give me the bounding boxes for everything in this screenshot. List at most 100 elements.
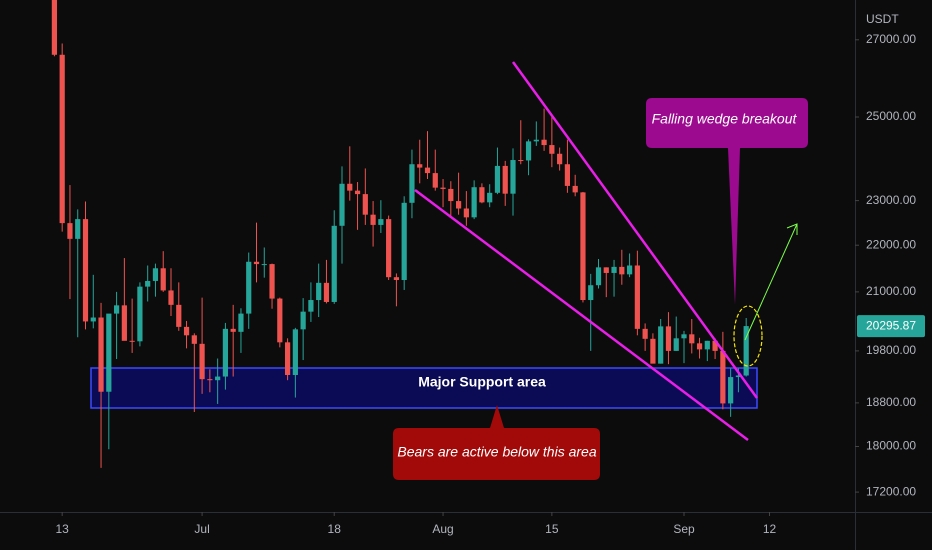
candle-body — [51, 0, 58, 55]
candle-body — [316, 282, 322, 301]
candle-body — [572, 185, 578, 193]
candle-body — [681, 334, 687, 339]
candle-body — [215, 376, 221, 381]
candle-body — [253, 261, 260, 265]
candle-body — [347, 183, 353, 191]
candle-body — [417, 164, 423, 168]
candle-body — [113, 305, 120, 314]
candle-body — [129, 340, 135, 342]
candle-body — [448, 188, 454, 202]
candle-body — [626, 265, 633, 275]
x-tick-label: Aug — [432, 522, 453, 536]
breakout-circle — [733, 305, 763, 367]
candle-body — [611, 266, 617, 273]
candle-body — [145, 280, 151, 287]
candle-body — [98, 317, 104, 392]
candle-body — [137, 286, 143, 342]
candle-body — [549, 145, 555, 154]
candle-body — [704, 340, 710, 350]
candle-body — [743, 326, 749, 376]
candle-body — [67, 223, 73, 239]
candle-body — [502, 165, 508, 194]
candle-body — [658, 326, 664, 364]
candle-body — [650, 338, 656, 364]
candle-body — [246, 261, 252, 314]
candle-body — [735, 375, 742, 378]
candle-body — [564, 164, 571, 186]
candle-body — [152, 268, 159, 281]
y-tick-label: 22000.00 — [866, 237, 916, 251]
candle-body — [378, 219, 384, 225]
candle-body — [603, 267, 609, 273]
y-tick-label: 19800.00 — [866, 343, 916, 357]
candle-body — [728, 377, 734, 404]
candle-body — [588, 285, 594, 301]
last-price-badge — [857, 315, 925, 338]
x-tick-label: 15 — [545, 522, 559, 536]
candle-body — [339, 183, 345, 226]
y-tick-label: 21000.00 — [866, 284, 916, 298]
candle-body — [580, 192, 586, 301]
candle-body — [292, 329, 298, 375]
candle-body — [269, 264, 275, 299]
candle-body — [673, 338, 679, 351]
candle-body — [261, 264, 267, 266]
breakout-arrow-head — [786, 223, 798, 235]
candle-body — [199, 343, 205, 380]
candle-body — [712, 340, 718, 351]
candle-body — [362, 194, 368, 215]
breakout-label: Falling wedge breakout — [652, 111, 798, 127]
bears-label: Bears are active below this area — [397, 444, 596, 460]
candle-body — [487, 192, 493, 203]
last-price-label: 20295.87 — [866, 318, 916, 332]
candle-body — [518, 160, 524, 162]
candle-body — [168, 290, 174, 305]
candle-body — [160, 268, 166, 291]
candle-body — [619, 266, 625, 275]
candle-body — [440, 187, 446, 189]
candle-body — [401, 202, 407, 281]
candle-body — [689, 334, 695, 344]
y-tick-label: 18800.00 — [866, 395, 916, 409]
candle-body — [665, 326, 672, 351]
candle-body — [634, 265, 640, 329]
candle-body — [595, 267, 602, 286]
candle-body — [393, 277, 400, 281]
y-tick-label: 27000.00 — [866, 32, 916, 46]
candle-body — [230, 328, 236, 332]
x-tick-label: 13 — [56, 522, 70, 536]
x-tick-label: 18 — [328, 522, 342, 536]
candle-body — [386, 219, 392, 278]
candle-body — [557, 153, 563, 165]
wedge-upper-line — [511, 61, 759, 399]
candle-body — [300, 311, 306, 330]
candle-body — [479, 187, 485, 203]
candle-body — [183, 326, 190, 336]
candle-body — [720, 350, 726, 404]
candle-body — [331, 225, 337, 302]
candle-body — [238, 313, 244, 332]
candle-body — [471, 187, 477, 218]
candle-body — [696, 343, 703, 350]
y-tick-label: 25000.00 — [866, 109, 916, 123]
support-label: Major Support area — [418, 374, 546, 390]
candle-body — [510, 160, 516, 194]
candle-body — [277, 298, 283, 343]
candle-body — [222, 328, 229, 377]
candle-body — [463, 208, 469, 218]
candle-body — [494, 165, 501, 193]
candle-body — [541, 139, 547, 146]
candle-body — [191, 335, 197, 344]
candle-body — [59, 54, 65, 224]
candle-body — [354, 190, 361, 195]
plot-area — [51, 0, 758, 468]
candle-body — [533, 139, 539, 142]
y-tick-label: 23000.00 — [866, 193, 916, 207]
candle-body — [207, 379, 213, 381]
candle-body — [106, 313, 112, 392]
breakout-arrow — [744, 223, 798, 341]
wedge-lower-line — [414, 189, 749, 441]
candle-body — [432, 173, 438, 188]
candle-body — [284, 342, 291, 375]
